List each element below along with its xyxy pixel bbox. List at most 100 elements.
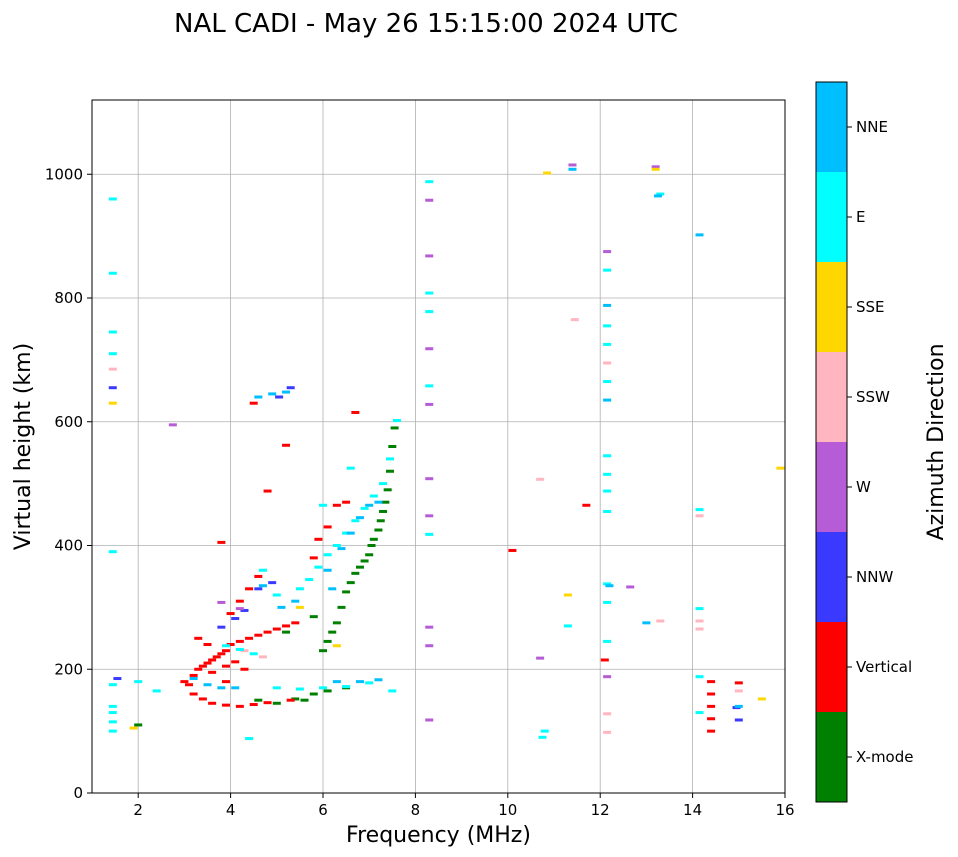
echo-mark-vertical (208, 670, 217, 674)
echo-mark-e (603, 454, 612, 458)
echo-mark-vertical (245, 636, 254, 640)
echo-mark-x-mode (385, 469, 394, 473)
echo-mark-e (603, 509, 612, 513)
x-tick-label: 6 (318, 801, 328, 819)
echo-mark-nnw (268, 581, 277, 585)
echo-mark-e (108, 720, 117, 724)
echo-mark-vertical (323, 525, 332, 529)
echo-mark-x-mode (383, 488, 392, 492)
echo-mark-vertical (203, 661, 212, 665)
echo-mark-w (651, 165, 660, 169)
echo-mark-e (365, 681, 374, 685)
echo-mark-vertical (282, 443, 291, 447)
echo-mark-vertical (221, 703, 230, 707)
echo-mark-x-mode (381, 500, 390, 504)
echo-mark-w (425, 402, 434, 406)
colorbar-segment (816, 82, 847, 172)
echo-mark-e (603, 268, 612, 272)
echo-mark-vertical (217, 540, 226, 544)
echo-mark-w (217, 600, 226, 604)
echo-mark-e (108, 683, 117, 687)
colorbar-category-label: SSW (856, 388, 890, 406)
echo-mark-e (245, 737, 254, 741)
y-tick-label: 600 (54, 413, 83, 431)
echo-mark-w (536, 656, 545, 660)
echo-mark-vertical (235, 704, 244, 708)
echo-mark-nne (254, 395, 263, 399)
echo-mark-vertical (198, 664, 207, 668)
echo-mark-vertical (272, 627, 281, 631)
echo-mark-nne (568, 167, 577, 171)
echo-mark-e (425, 310, 434, 314)
echo-mark-sse (563, 593, 572, 597)
echo-mark-e (603, 380, 612, 384)
echo-mark-nne (734, 704, 743, 708)
echo-mark-x-mode (351, 571, 360, 575)
echo-mark-e (235, 647, 244, 651)
echo-mark-ssw (570, 318, 579, 322)
echo-mark-sse (651, 167, 660, 171)
echo-mark-e (388, 689, 397, 693)
echo-mark-vertical (221, 649, 230, 653)
echo-mark-ssw (536, 477, 545, 481)
echo-mark-w (425, 198, 434, 202)
echo-mark-e (108, 729, 117, 733)
echo-mark-nne (355, 680, 364, 684)
echo-mark-vertical (707, 680, 716, 684)
echo-mark-vertical (263, 630, 272, 634)
echo-mark-sse (757, 697, 766, 701)
data-marks (108, 163, 785, 741)
echo-mark-nnw (275, 395, 284, 399)
colorbar-segment (816, 622, 847, 712)
echo-mark-vertical (180, 680, 189, 684)
echo-mark-nne (653, 194, 662, 198)
echo-mark-e (108, 197, 117, 201)
echo-mark-e (108, 704, 117, 708)
echo-mark-nne (603, 398, 612, 402)
echo-mark-x-mode (323, 639, 332, 643)
plot-frame (91, 99, 786, 794)
echo-mark-e (323, 553, 332, 557)
echo-mark-vertical (226, 643, 235, 646)
colorbar-category-label: NNE (856, 118, 888, 136)
echo-mark-x-mode (346, 581, 355, 585)
echo-mark-nne (203, 683, 212, 687)
y-tick-label: 200 (54, 660, 83, 678)
echo-mark-x-mode (379, 509, 388, 513)
echo-mark-e (108, 330, 117, 334)
echo-mark-e (152, 689, 161, 693)
echo-mark-vertical (189, 673, 198, 677)
echo-mark-e (305, 578, 314, 582)
echo-mark-x-mode (360, 559, 369, 563)
echo-mark-ssw (240, 649, 249, 653)
echo-mark-e (603, 342, 612, 346)
echo-mark-vertical (309, 556, 318, 560)
echo-mark-vertical (217, 652, 226, 656)
echo-mark-vertical (707, 717, 716, 721)
echo-mark-vertical (221, 680, 230, 684)
echo-mark-nnw (240, 608, 249, 612)
echo-mark-e (346, 466, 355, 470)
echo-mark-vertical (600, 658, 609, 662)
echo-mark-e (342, 685, 351, 689)
echo-mark-e (295, 587, 304, 591)
echo-mark-vertical (212, 655, 221, 659)
colorbar-segment (816, 712, 847, 802)
echo-mark-vertical (254, 633, 263, 637)
echo-mark-ssw (695, 619, 704, 623)
colorbar-label: Azimuth Direction (924, 343, 949, 540)
echo-mark-nne (268, 392, 277, 396)
echo-mark-e (603, 472, 612, 476)
echo-mark-vertical (342, 500, 351, 504)
echo-mark-nne (277, 605, 286, 609)
echo-mark-w (603, 250, 612, 254)
echo-mark-vertical (245, 587, 254, 591)
echo-mark-vertical (707, 704, 716, 708)
echo-mark-ssw (108, 367, 117, 371)
y-tick-label: 400 (54, 537, 83, 555)
echo-mark-x-mode (376, 519, 385, 523)
echo-mark-e (360, 506, 369, 510)
echo-mark-w (626, 585, 635, 589)
echo-mark-ssw (656, 619, 665, 623)
